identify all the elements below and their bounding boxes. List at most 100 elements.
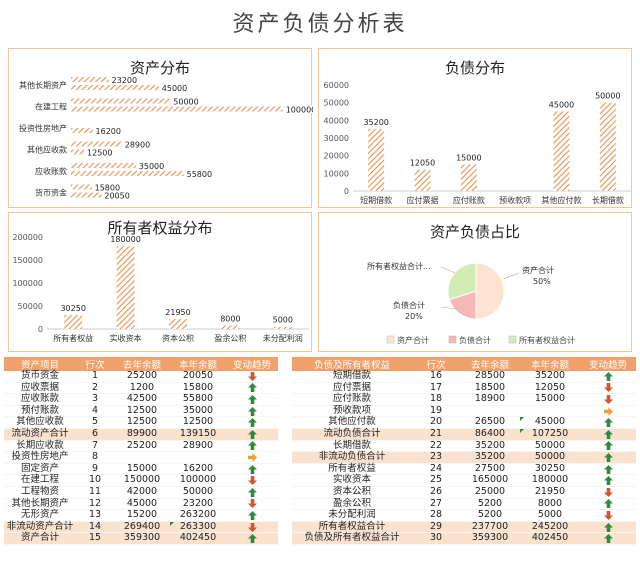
table-cell-line: 27 — [412, 498, 460, 511]
table-cell-trend — [226, 509, 278, 522]
table-cell-name: 非流动资产合计 — [4, 521, 76, 534]
table-row: 负债及所有者权益合计 30 359300 402450 — [292, 533, 636, 545]
table-cell-prev: 25200 — [114, 370, 170, 383]
bar-value-label: 30250 — [60, 304, 85, 313]
table-cell-curr — [170, 451, 226, 464]
table-cell-curr — [520, 405, 580, 418]
pie-label-name: 资产合计 — [522, 265, 554, 275]
arrow-up-icon — [603, 429, 613, 439]
y-tick-label: 0 — [38, 325, 43, 334]
table-row: 投资性房地产 8 — [4, 452, 278, 464]
asset-bar-label: 28900 — [125, 141, 150, 150]
table-cell-line: 18 — [412, 394, 460, 406]
arrow-down-icon — [603, 510, 613, 520]
table-cell-trend — [226, 463, 278, 476]
x-category-label: 实收资本 — [110, 333, 142, 343]
table-cell-curr: 100000 — [170, 475, 226, 487]
asset-label-bg — [101, 191, 133, 200]
asset-bar — [71, 171, 200, 176]
table-cell-curr: 263300 — [170, 521, 226, 534]
arrow-up-icon — [603, 464, 613, 474]
table-cell-line: 6 — [76, 428, 114, 441]
arrow-up-icon — [247, 534, 257, 544]
arrow-up-icon — [603, 371, 613, 381]
column-header: 资产项目 — [4, 357, 76, 371]
arrow-up-icon — [247, 429, 257, 439]
table-cell-name: 应收账款 — [4, 394, 76, 406]
x-category-label: 短期借款 — [360, 195, 392, 205]
table-cell-line: 24 — [412, 463, 460, 476]
table-cell-curr: 5000 — [520, 510, 580, 522]
column-header: 行次 — [76, 357, 114, 371]
table-row: 无形资产 13 15200 263200 — [4, 510, 278, 522]
y-tick-label: 100000 — [12, 279, 43, 288]
table-cell-curr: 12050 — [520, 382, 580, 395]
asset-bar-label: 50000 — [173, 98, 198, 107]
pie-chart-title: 资产负债占比 — [429, 223, 520, 241]
table-cell-curr: 139150 — [170, 428, 226, 441]
liability-table-header: 负债及所有者权益 行次 去年余额 本年余额 变动趋势 — [292, 357, 636, 371]
arrow-up-icon — [247, 406, 257, 416]
column-header: 行次 — [412, 357, 460, 371]
table-cell-trend — [580, 521, 636, 534]
table-row: 流动资产合计 6 89900 139150 — [4, 428, 278, 441]
table-cell-name: 盈余公积 — [292, 498, 412, 511]
asset-category-label: 货币资金 — [35, 188, 67, 198]
table-cell-curr: 180000 — [520, 475, 580, 487]
pie-label-name: 所有者权益合计... — [367, 261, 431, 271]
table-cell-name: 未分配利润 — [292, 510, 412, 522]
table-cell-prev: 86400 — [460, 428, 520, 441]
arrow-up-icon — [603, 499, 613, 509]
table-cell-line: 19 — [412, 405, 460, 418]
table-cell-trend — [226, 382, 278, 395]
table-cell-name: 投资性房地产 — [4, 452, 76, 464]
y-tick-label: 0 — [344, 187, 349, 196]
table-cell-prev: 269400 — [114, 521, 170, 534]
table-cell-line: 25 — [412, 475, 460, 487]
table-row: 应付票据 17 18500 12050 — [292, 382, 636, 395]
legend-label: 所有者权益合计 — [519, 335, 575, 345]
bar — [221, 325, 240, 329]
table-cell-curr: 30250 — [520, 463, 580, 476]
bar-value-label: 12050 — [410, 159, 435, 168]
table-cell-line: 13 — [76, 510, 114, 522]
legend-swatch — [448, 335, 457, 344]
table-cell-curr: 263200 — [170, 510, 226, 522]
table-cell-name: 长期应收款 — [4, 440, 76, 453]
table-cell-prev: 27500 — [460, 463, 520, 476]
table-row: 预收款项 19 — [292, 405, 636, 418]
arrow-down-icon — [603, 487, 613, 497]
arrow-up-icon — [603, 452, 613, 462]
asset-bar — [71, 77, 125, 82]
liability-chart-title: 负债分布 — [444, 59, 505, 77]
table-cell-prev: 359300 — [460, 533, 520, 545]
table-cell-trend — [580, 382, 636, 395]
table-cell-prev: 12500 — [114, 417, 170, 429]
table-cell-trend — [580, 371, 636, 383]
table-cell-line: 30 — [412, 533, 460, 545]
bar — [599, 102, 616, 191]
table-row: 短期借款 16 28500 35200 — [292, 370, 636, 383]
column-header: 去年余额 — [460, 357, 520, 371]
table-row: 资本公积 26 25000 21950 — [292, 486, 636, 499]
arrow-up-icon — [247, 383, 257, 393]
table-cell-name: 长期借款 — [292, 440, 412, 453]
table-cell-line: 7 — [76, 440, 114, 453]
bar-value-label: 50000 — [595, 92, 620, 101]
table-row: 应收账款 3 42500 55800 — [4, 394, 278, 406]
table-cell-curr: 35000 — [170, 405, 226, 418]
table-cell-line: 21 — [412, 428, 460, 441]
table-cell-name: 所有者权益合计 — [292, 521, 412, 534]
asset-bar — [71, 128, 109, 133]
asset-chart-title: 资产分布 — [129, 59, 190, 77]
legend-swatch — [386, 335, 395, 344]
table-cell-prev: 165000 — [460, 475, 520, 487]
asset-bar — [71, 163, 152, 168]
table-cell-name: 在建工程 — [4, 475, 76, 487]
table-cell-name: 负债及所有者权益合计 — [292, 533, 412, 545]
table-cell-line: 8 — [76, 452, 114, 464]
table-row: 所有者权益合计 29 237700 245200 — [292, 521, 636, 534]
table-row: 固定资产 9 15000 16200 — [4, 463, 278, 476]
cell-comment-marker — [520, 417, 524, 422]
